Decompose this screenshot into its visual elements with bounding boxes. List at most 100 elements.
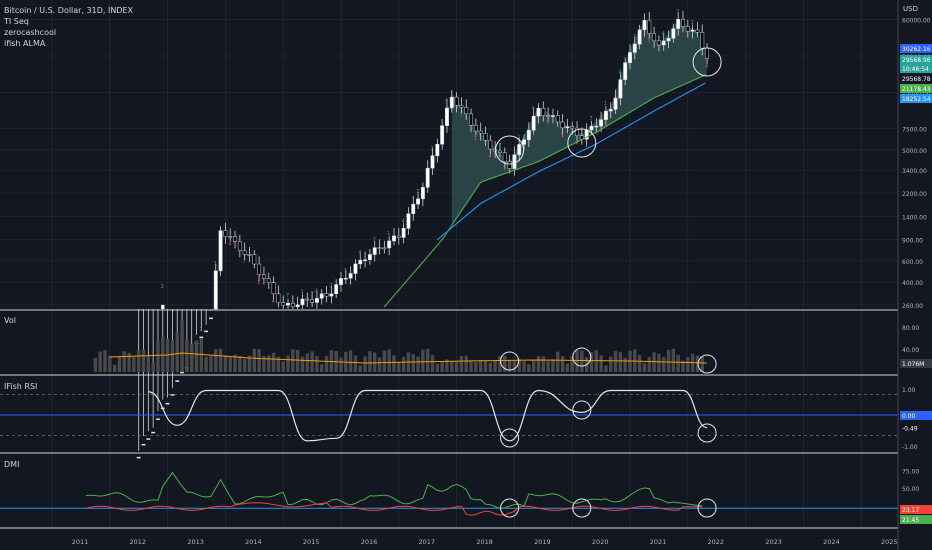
volume-bar[interactable] [233, 354, 237, 372]
candle[interactable] [372, 247, 377, 255]
volume-bar[interactable] [180, 320, 184, 372]
candle[interactable] [353, 263, 358, 274]
candle[interactable] [637, 29, 642, 45]
volume-bar[interactable] [613, 350, 618, 372]
candle[interactable] [517, 144, 522, 156]
candle[interactable] [690, 29, 695, 32]
volume-bar[interactable] [421, 349, 425, 372]
volume-bar[interactable] [281, 361, 285, 372]
candle[interactable] [647, 20, 652, 34]
candle[interactable] [459, 105, 464, 108]
volume-bar[interactable] [503, 355, 507, 372]
candle[interactable] [237, 241, 242, 252]
volume-bar[interactable] [531, 360, 536, 372]
price-pane[interactable]: 7 1 4 7 1 4 7 1 4 7 1 4 7 1 4 7 1 4 7 1 4 7 1 4 7 1 4 7 1 4 7 1 4 7 1 4 2 [136, 9, 710, 459]
volume-bar[interactable] [358, 365, 362, 372]
candle[interactable] [589, 125, 594, 131]
candle[interactable] [218, 230, 223, 272]
volume-bar[interactable] [450, 360, 454, 372]
volume-bar[interactable] [392, 355, 396, 372]
volume-bar[interactable] [445, 359, 449, 372]
candle[interactable] [420, 187, 425, 200]
volume-bar[interactable] [401, 357, 406, 372]
volume-bar[interactable] [594, 350, 598, 372]
volume-bar[interactable] [430, 355, 435, 372]
candle[interactable] [348, 273, 353, 279]
candle[interactable] [570, 126, 575, 129]
candle[interactable] [141, 444, 146, 446]
candle[interactable] [266, 278, 271, 283]
dmi-badge[interactable] [900, 505, 932, 514]
candle[interactable] [213, 270, 218, 310]
volume-bar[interactable] [551, 359, 555, 372]
candle[interactable] [507, 161, 512, 169]
candle[interactable] [681, 19, 685, 27]
volume-bar[interactable] [108, 355, 112, 372]
candle[interactable] [358, 259, 363, 265]
volume-bar[interactable] [623, 357, 627, 372]
volume-bar[interactable] [218, 348, 223, 372]
volume-bar[interactable] [295, 349, 300, 372]
candle[interactable] [550, 115, 555, 117]
volume-bar[interactable] [175, 333, 179, 372]
candle[interactable] [695, 29, 700, 33]
candle[interactable] [613, 97, 618, 110]
candle[interactable] [661, 40, 666, 46]
candle[interactable] [449, 96, 454, 109]
volume-bar[interactable] [373, 352, 377, 372]
candle[interactable] [396, 235, 401, 238]
volume-bar[interactable] [252, 348, 256, 372]
volume-bar[interactable] [599, 355, 603, 372]
volume-bar[interactable] [257, 349, 261, 372]
volume-bar[interactable] [464, 355, 468, 372]
volume-bar[interactable] [512, 360, 517, 372]
volume-bar[interactable] [156, 340, 160, 372]
indicator-label-zerocash[interactable]: zerocashcool [4, 28, 56, 37]
dmi-pane-label[interactable]: DMI [4, 460, 19, 469]
candle[interactable] [136, 456, 141, 459]
candle[interactable] [488, 139, 493, 150]
volume-bar[interactable] [122, 351, 126, 372]
candle[interactable] [575, 127, 579, 136]
volume-bar[interactable] [214, 348, 218, 372]
volume-bar[interactable] [411, 354, 415, 372]
candle[interactable] [676, 19, 681, 29]
volume-bar[interactable] [170, 340, 175, 372]
volume-bar[interactable] [604, 365, 608, 372]
volume-bar[interactable] [488, 362, 493, 372]
candle[interactable] [464, 107, 469, 115]
volume-bar[interactable] [671, 348, 676, 372]
volume-bar[interactable] [575, 349, 579, 372]
price-axis[interactable]: 60000.0030000.0015000.007500.005000.0034… [900, 18, 932, 524]
price-badge[interactable] [900, 44, 932, 53]
candle[interactable] [392, 235, 396, 242]
volume-bar[interactable] [541, 356, 545, 372]
candle[interactable] [406, 213, 411, 229]
time-axis[interactable]: 2011 2012 2013 2014 2015 2016 2017 2018 2019 2020… [72, 538, 898, 546]
volume-bar[interactable] [527, 364, 531, 372]
volume-bar[interactable] [474, 362, 478, 372]
volume-bar[interactable] [324, 355, 329, 372]
volume-bar[interactable] [397, 362, 401, 372]
volume-bar[interactable] [382, 350, 387, 372]
candle[interactable] [156, 418, 160, 420]
candle[interactable] [411, 203, 416, 214]
candle[interactable] [700, 32, 705, 49]
volume-bar[interactable] [291, 349, 295, 372]
candle[interactable] [603, 110, 608, 120]
candle[interactable] [387, 240, 392, 249]
candle[interactable] [565, 126, 570, 129]
volume-bar[interactable] [580, 350, 584, 372]
candle[interactable] [594, 125, 599, 128]
candle[interactable] [623, 62, 628, 80]
volume-bar[interactable] [662, 356, 666, 372]
candle[interactable] [247, 253, 252, 256]
volume-bar[interactable] [137, 350, 141, 372]
candle[interactable] [295, 304, 300, 307]
volume-bar[interactable] [223, 355, 228, 372]
volume-bar[interactable] [700, 356, 704, 372]
volume-pane[interactable] [93, 320, 708, 372]
volume-bar[interactable] [589, 352, 594, 372]
volume-bar[interactable] [546, 360, 550, 372]
volume-bar[interactable] [242, 359, 247, 372]
